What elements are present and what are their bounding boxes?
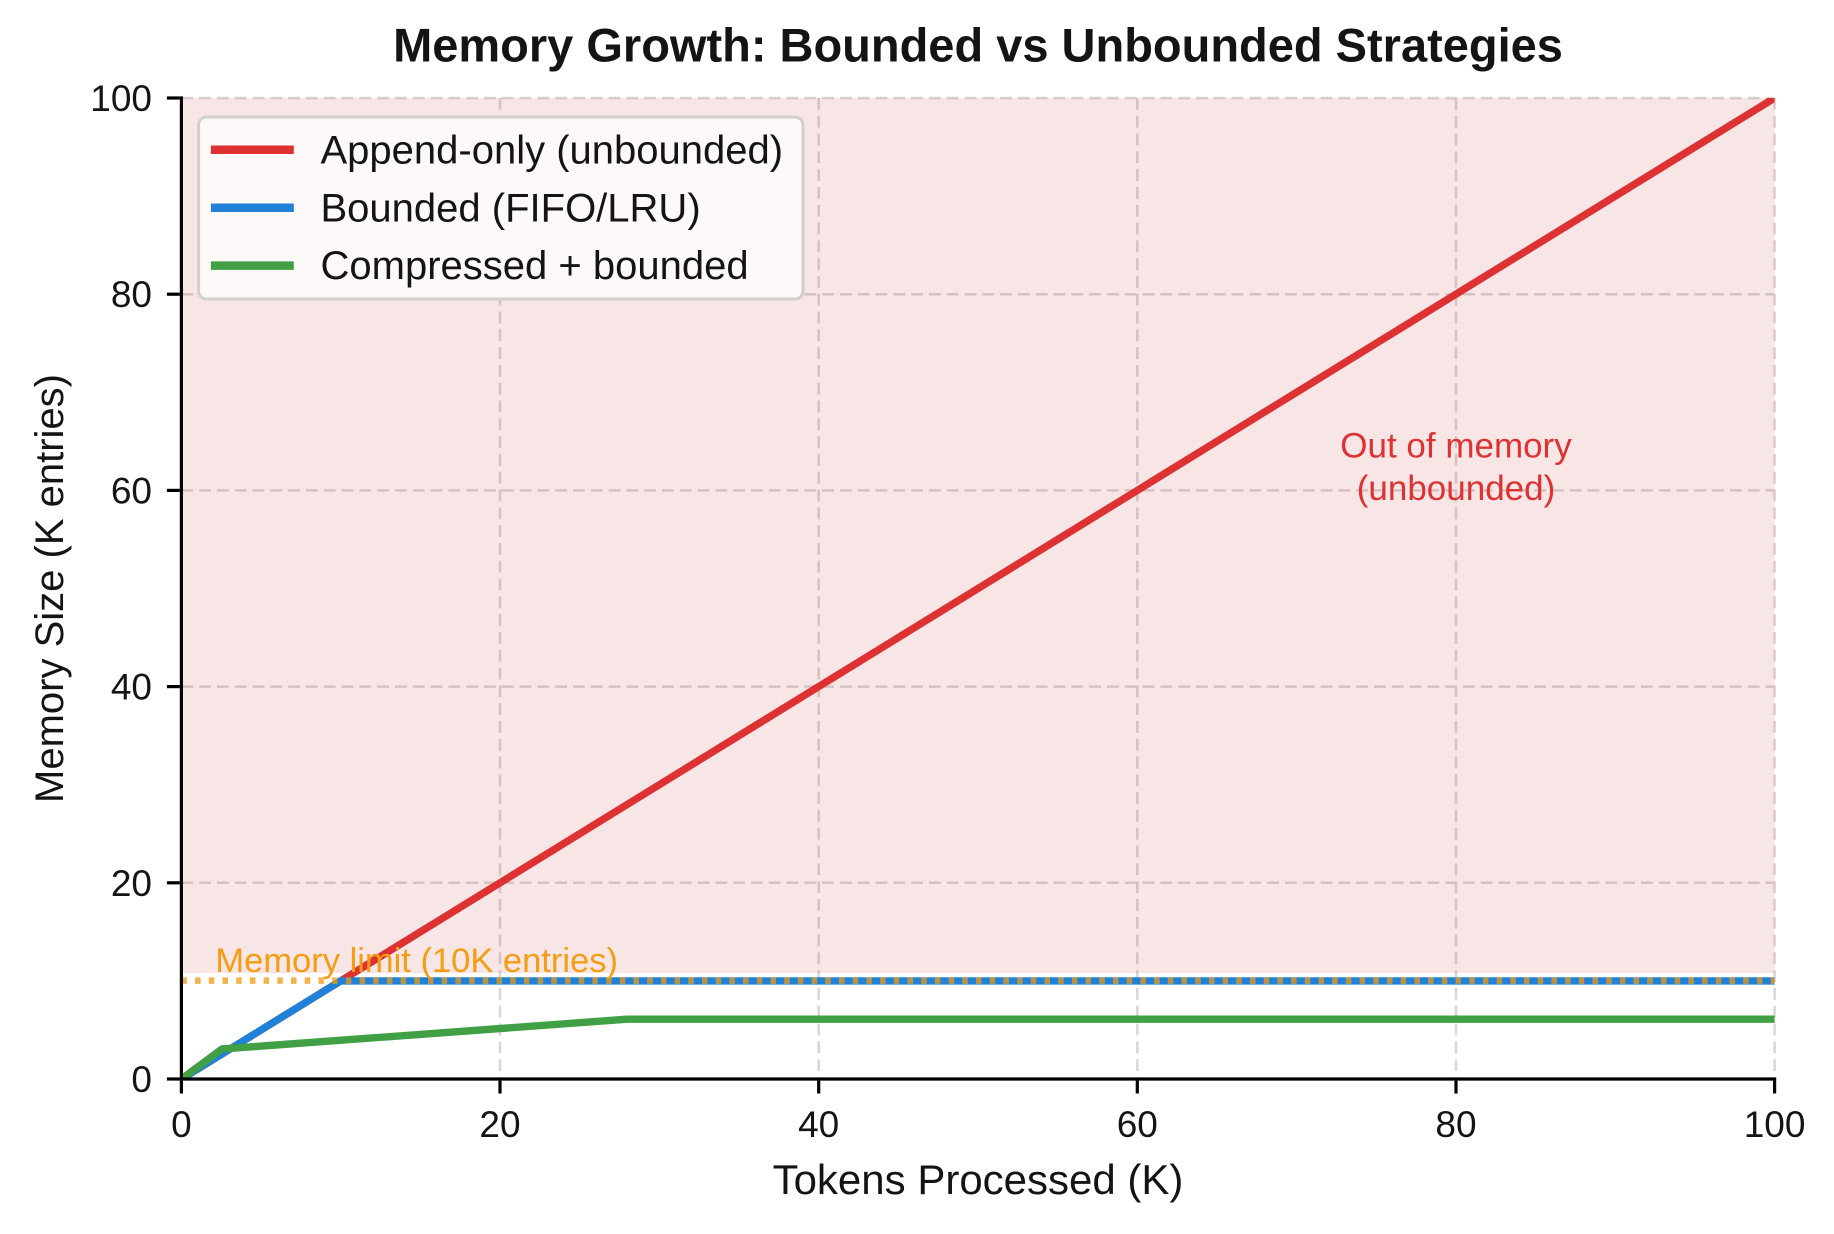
svg-text:80: 80 [111, 274, 152, 315]
svg-text:100: 100 [1744, 1104, 1806, 1145]
svg-text:40: 40 [111, 667, 152, 708]
svg-text:100: 100 [90, 78, 152, 119]
svg-text:Memory Size (K entries): Memory Size (K entries) [28, 374, 72, 803]
svg-text:Out of memory: Out of memory [1340, 427, 1572, 466]
svg-text:60: 60 [1117, 1104, 1158, 1145]
svg-text:Memory limit (10K entries): Memory limit (10K entries) [215, 942, 618, 980]
svg-text:60: 60 [111, 470, 152, 511]
svg-text:(unbounded): (unbounded) [1357, 469, 1556, 508]
svg-text:0: 0 [171, 1104, 192, 1145]
svg-text:0: 0 [131, 1059, 152, 1100]
svg-text:Memory Growth: Bounded vs Unbo: Memory Growth: Bounded vs Unbounded Stra… [393, 19, 1563, 72]
svg-text:80: 80 [1435, 1104, 1476, 1145]
svg-text:Bounded (FIFO/LRU): Bounded (FIFO/LRU) [321, 186, 701, 230]
svg-text:Append-only (unbounded): Append-only (unbounded) [321, 128, 784, 172]
svg-text:Compressed + bounded: Compressed + bounded [321, 244, 749, 288]
svg-text:20: 20 [111, 863, 152, 904]
svg-text:40: 40 [798, 1104, 839, 1145]
svg-text:Tokens Processed (K): Tokens Processed (K) [773, 1156, 1184, 1203]
svg-text:20: 20 [479, 1104, 520, 1145]
